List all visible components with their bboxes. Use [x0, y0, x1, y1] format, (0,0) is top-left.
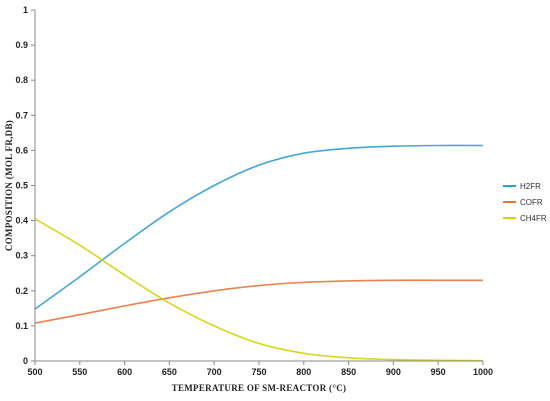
x-axis-title: TEMPERATURE OF SM-REACTOR (°C): [172, 383, 347, 393]
x-tick-label: 850: [341, 367, 356, 377]
y-tick-label: 0: [23, 356, 28, 366]
y-tick-label: 0.8: [15, 75, 28, 85]
y-tick-label: 0.2: [15, 286, 28, 296]
x-tick-label: 700: [207, 367, 222, 377]
y-tick-label: 0.6: [15, 145, 28, 155]
series-line-h2fr: [34, 144, 484, 310]
x-tick-label: 950: [431, 367, 446, 377]
x-axis: 500 550 600 650 700 750 800 850 900 950 1000: [27, 360, 493, 377]
y-tick-label: 0.5: [15, 181, 28, 191]
legend: H2FR COFR CH4FR: [503, 182, 547, 223]
x-tick-label: 1000: [473, 367, 493, 377]
y-tick-label: 0.4: [15, 216, 28, 226]
x-tick-label: 550: [72, 367, 87, 377]
series-line-ch4fr: [34, 218, 484, 362]
x-tick-label: 800: [296, 367, 311, 377]
y-tick-label: 0.9: [15, 40, 28, 50]
legend-label-h2fr: H2FR: [520, 182, 541, 191]
y-axis-title: COMPOSITION (MOL FR,DB): [4, 120, 14, 251]
y-axis: 0 0.1 0.2 0.3 0.4 0.5 0.6 0.7 0.8 0.9 1: [15, 5, 36, 366]
y-tick-label: 0.3: [15, 251, 28, 261]
x-tick-label: 600: [117, 367, 132, 377]
y-tick-label: 0.1: [15, 321, 28, 331]
plot-area: [34, 144, 484, 362]
x-tick-label: 650: [162, 367, 177, 377]
y-tick-label: 0.7: [15, 110, 28, 120]
x-tick-label: 750: [251, 367, 266, 377]
series-line-cofr: [34, 279, 483, 324]
x-tick-label: 500: [27, 367, 42, 377]
legend-label-cofr: COFR: [520, 198, 543, 207]
y-tick-label: 1: [23, 5, 28, 15]
legend-label-ch4fr: CH4FR: [520, 214, 547, 223]
x-tick-label: 900: [386, 367, 401, 377]
